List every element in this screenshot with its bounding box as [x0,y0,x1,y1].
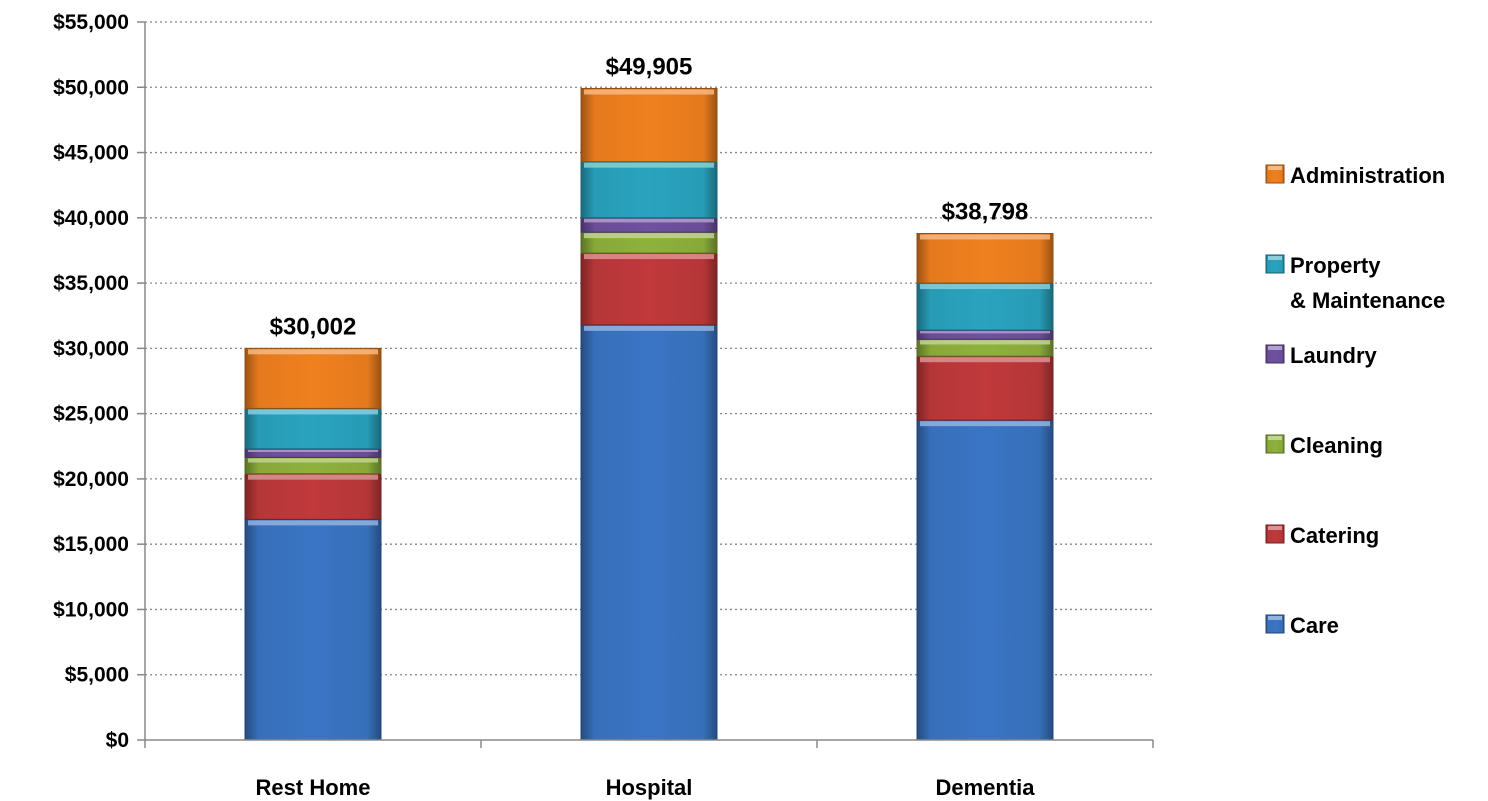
bar-segment-highlight [584,325,714,331]
y-tick-label: $35,000 [53,272,129,295]
bar-segment-highlight [920,284,1050,290]
x-tick-label: Dementia [935,775,1035,800]
bar-total-label: $30,002 [270,313,357,340]
y-tick-label: $10,000 [53,598,129,621]
y-tick-label: $5,000 [65,664,129,687]
y-tick-label: $45,000 [53,142,129,165]
y-tick-label: $25,000 [53,403,129,426]
legend-label: Cleaning [1290,433,1383,458]
x-tick-label: Hospital [606,775,693,800]
bar-stack-dementia [916,233,1054,741]
bar-segment-highlight [584,254,714,260]
legend-swatch-highlight [1268,526,1282,530]
bar-stack-rest-home [244,347,382,741]
legend-swatch-highlight [1268,616,1282,620]
bar-segment-highlight [920,331,1050,334]
legend-swatch-highlight [1268,436,1282,440]
legend-item: Laundry [1265,343,1378,368]
legend-swatch-highlight [1268,256,1282,260]
bar-segment-highlight [584,233,714,239]
y-tick-label: $40,000 [53,207,129,230]
legend-label: Laundry [1290,343,1378,368]
bar-stack-hospital [580,88,718,741]
bar-segment-highlight [920,421,1050,427]
bar-segment-catering [916,355,1054,421]
bar-segment-catering [580,252,718,326]
bar-segment-highlight [248,349,378,355]
legend-label: Catering [1290,523,1379,548]
y-tick-label: $0 [106,729,129,752]
bar-segment-highlight [248,458,378,463]
bar-segment-highlight [920,340,1050,345]
bars [244,88,1054,741]
legend-label: Administration [1290,163,1445,188]
bar-segment-property [916,282,1054,331]
bar-segment-highlight [248,474,378,480]
legend-item: Catering [1265,523,1379,548]
bar-segment-highlight [584,218,714,223]
bar-segment-catering [244,473,382,520]
bar-total-label: $49,905 [606,54,693,81]
legend-swatch-highlight [1268,166,1282,170]
bar-total-label: $38,798 [942,199,1029,226]
bar-segment-administration [580,88,718,163]
labels: $30,002 Rest Home $49,905 Hospital $38,798 De… [53,11,1035,800]
y-tick-label: $50,000 [53,76,129,99]
bar-segment-highlight [248,520,378,526]
bar-segment-administration [244,347,382,409]
legend-item: Administration [1265,163,1445,188]
legend-item: Cleaning [1265,433,1383,458]
bar-segment-care [244,518,382,741]
bar-segment-property [580,161,718,219]
bar-segment-highlight [584,162,714,168]
bar-segment-highlight [584,89,714,95]
bar-segment-highlight [248,409,378,415]
y-tick-label: $20,000 [53,468,129,491]
legend: Administration Property & Maintenance Laund… [1265,163,1445,638]
bar-segment-administration [916,233,1054,284]
legend-item: Property & Maintenance [1265,253,1445,313]
y-tick-label: $55,000 [53,11,129,34]
bar-segment-care [580,324,718,741]
legend-item: Care [1265,613,1339,638]
bar-segment-highlight [248,449,378,453]
bar-segment-highlight [920,357,1050,363]
bar-segment-care [916,419,1054,741]
legend-swatch-highlight [1268,346,1282,350]
bar-segment-highlight [920,234,1050,240]
y-tick-label: $15,000 [53,533,129,556]
x-tick-label: Rest Home [256,775,371,800]
y-tick-label: $30,000 [53,337,129,360]
bar-segment-property [244,407,382,450]
axes [137,21,1154,748]
legend-label: Property & Maintenance [1290,253,1445,313]
legend-label: Care [1290,613,1339,638]
